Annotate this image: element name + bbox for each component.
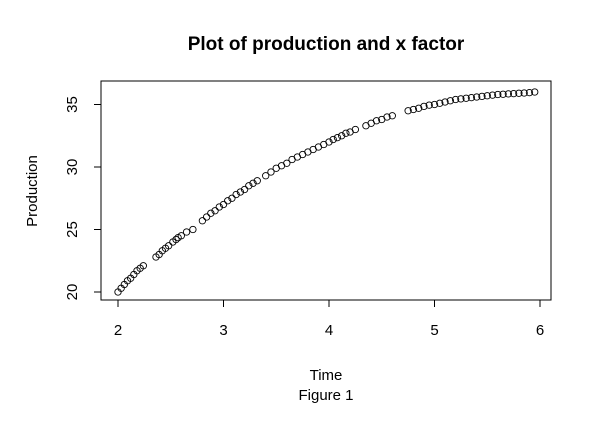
- data-point: [236, 188, 245, 196]
- chart-title: Plot of production and x factor: [188, 34, 465, 55]
- data-point: [240, 185, 249, 194]
- data-point: [245, 182, 253, 190]
- data-point: [404, 107, 412, 115]
- data-point: [219, 200, 228, 209]
- x-tick-label: 6: [536, 322, 544, 339]
- data-point: [388, 112, 396, 120]
- data-point: [478, 92, 486, 101]
- data-point: [441, 98, 449, 106]
- data-point: [139, 262, 147, 270]
- data-point: [457, 95, 465, 103]
- x-tick-label: 5: [430, 322, 438, 339]
- data-point: [253, 177, 261, 185]
- data-point: [338, 132, 346, 140]
- data-point: [164, 242, 173, 250]
- data-point: [515, 89, 523, 97]
- data-point: [509, 89, 518, 98]
- data-point: [172, 235, 180, 244]
- data-point: [329, 135, 337, 144]
- y-tick-label: 35: [64, 96, 81, 113]
- data-points: [114, 88, 539, 296]
- data-point: [372, 117, 381, 125]
- data-point: [351, 125, 360, 134]
- data-point: [473, 93, 481, 101]
- data-point: [215, 203, 223, 211]
- data-point: [494, 90, 502, 99]
- data-point: [182, 228, 191, 236]
- data-point: [283, 159, 291, 167]
- data-point: [451, 95, 460, 104]
- y-tick-label: 20: [64, 284, 81, 301]
- data-point: [425, 101, 433, 109]
- data-point: [531, 88, 539, 96]
- data-point: [232, 190, 240, 199]
- data-point: [446, 97, 454, 105]
- data-point: [333, 133, 342, 142]
- data-point: [177, 232, 185, 240]
- data-point: [415, 104, 423, 112]
- data-point: [224, 197, 232, 205]
- data-point: [383, 113, 391, 121]
- data-point: [211, 207, 219, 215]
- data-point: [483, 92, 491, 100]
- data-point: [267, 168, 275, 176]
- data-point: [189, 225, 197, 234]
- data-point: [462, 94, 470, 102]
- data-point: [342, 129, 350, 137]
- data-point: [207, 209, 215, 217]
- y-tick-label: 25: [64, 221, 81, 238]
- x-tick-label: 3: [219, 322, 227, 339]
- x-tick-label: 4: [325, 322, 333, 339]
- data-point: [525, 88, 534, 97]
- data-point: [420, 102, 428, 111]
- data-point: [499, 90, 507, 98]
- data-point: [520, 89, 528, 97]
- figure-caption: Figure 1: [298, 387, 353, 404]
- y-axis-label: Production: [24, 155, 41, 227]
- y-tick-label: 30: [64, 159, 81, 176]
- y-axis: 20 25 30 35: [64, 96, 102, 301]
- data-point: [504, 90, 512, 98]
- data-point: [198, 217, 207, 225]
- data-point: [430, 100, 439, 109]
- x-axis-label: Time: [310, 367, 343, 384]
- data-point: [467, 93, 476, 102]
- data-point: [228, 194, 236, 202]
- data-point: [409, 105, 418, 114]
- x-tick-label: 2: [114, 322, 122, 339]
- x-axis: 2 3 4 5 6: [114, 299, 544, 339]
- data-point: [249, 179, 257, 187]
- data-point: [488, 91, 497, 99]
- data-point: [325, 138, 333, 146]
- data-point: [202, 213, 211, 221]
- data-point: [436, 99, 444, 107]
- data-point: [262, 172, 270, 180]
